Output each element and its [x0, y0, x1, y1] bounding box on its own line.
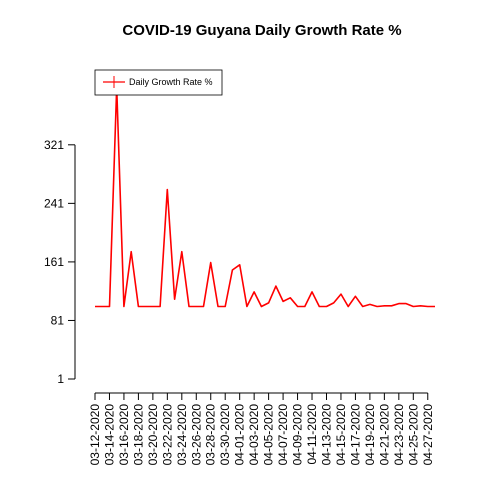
x-tick-label: 03-24-2020	[175, 404, 189, 466]
x-tick-label: 03-26-2020	[189, 404, 203, 466]
x-tick-label: 04-21-2020	[377, 404, 391, 466]
legend-label: Daily Growth Rate %	[129, 77, 213, 87]
legend: Daily Growth Rate %	[94, 69, 223, 96]
x-tick-label: 03-12-2020	[88, 404, 102, 466]
x-tick-label: 03-20-2020	[146, 404, 160, 466]
x-tick-label: 04-17-2020	[348, 404, 362, 466]
x-tick-label: 04-07-2020	[276, 404, 290, 466]
x-tick-label: 04-09-2020	[291, 404, 305, 466]
x-tick-label: 03-16-2020	[117, 404, 131, 466]
x-tick-label: 04-05-2020	[262, 404, 276, 466]
x-tick-label: 04-01-2020	[233, 404, 247, 466]
x-tick-label: 03-22-2020	[160, 404, 174, 466]
y-axis: 1 81 161 241 321	[44, 138, 76, 386]
y-tick-label: 321	[44, 138, 64, 152]
x-tick-label: 04-13-2020	[319, 404, 333, 466]
y-tick-label: 81	[51, 313, 65, 327]
y-tick-label: 1	[57, 372, 64, 386]
x-tick-label: 03-28-2020	[204, 404, 218, 466]
x-tick-label: 04-03-2020	[247, 404, 261, 466]
x-tick-label: 04-25-2020	[406, 404, 420, 466]
x-tick-label: 04-11-2020	[305, 404, 319, 465]
chart-title: COVID-19 Guyana Daily Growth Rate %	[122, 22, 401, 39]
x-tick-label: 04-19-2020	[363, 404, 377, 466]
x-tick-label: 04-27-2020	[421, 404, 435, 466]
x-tick-label: 04-23-2020	[392, 404, 406, 466]
x-tick-label: 03-14-2020	[102, 404, 116, 466]
series-line	[95, 86, 435, 308]
y-tick-label: 241	[44, 196, 64, 210]
x-tick-label: 03-18-2020	[131, 404, 145, 466]
x-tick-label: 04-15-2020	[334, 404, 348, 466]
x-tick-label: 03-30-2020	[218, 404, 232, 466]
x-axis: 03-12-2020 03-14-2020 03-16-2020 03-18-2020…	[88, 392, 435, 466]
series-layer	[95, 86, 435, 308]
y-tick-label: 161	[44, 255, 64, 269]
